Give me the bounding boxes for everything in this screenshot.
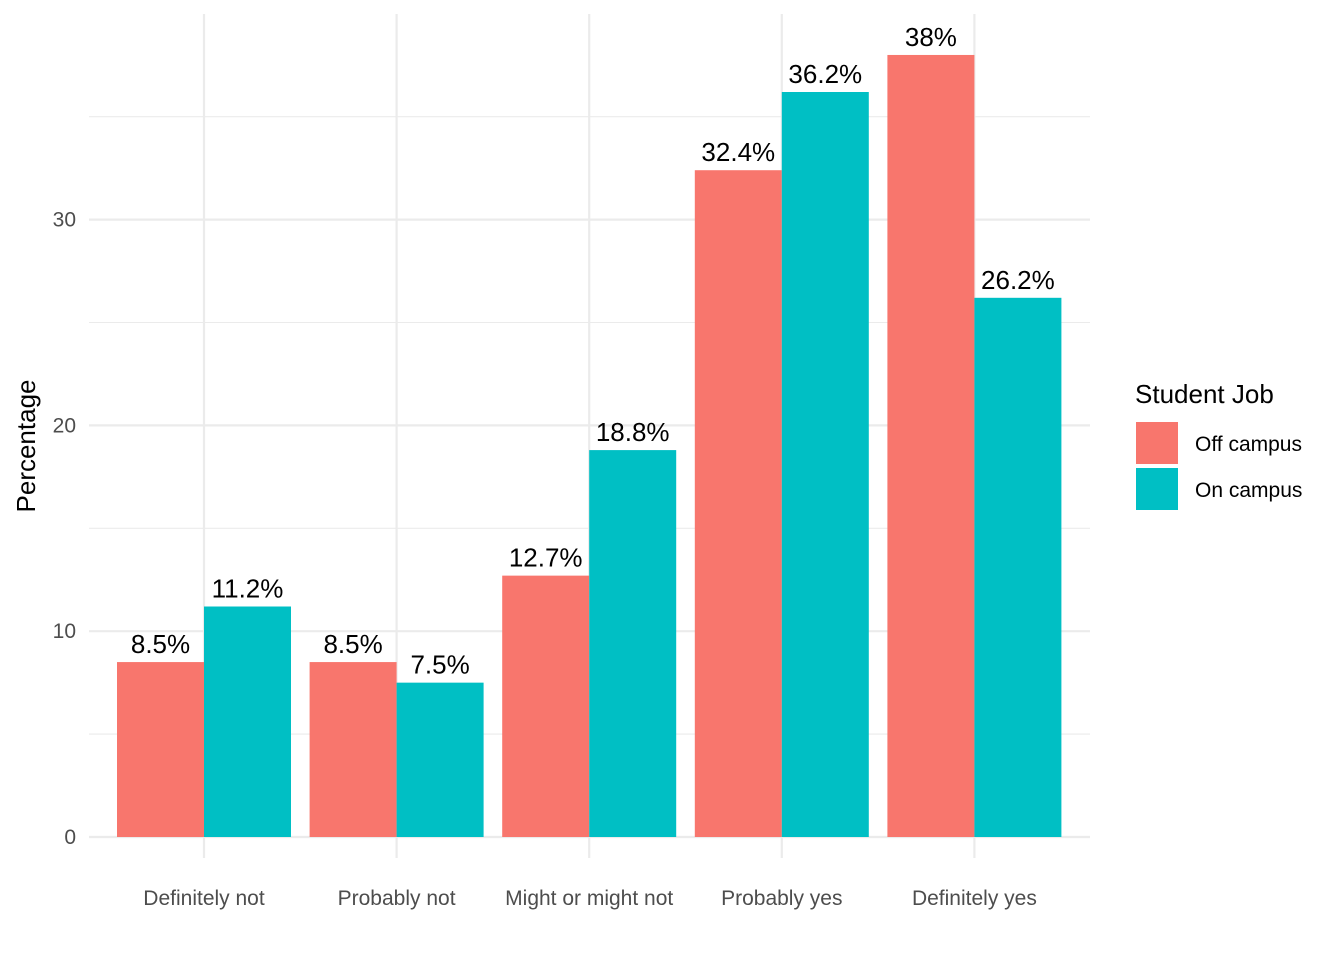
bar-off-campus[interactable] (309, 662, 397, 837)
data-label: 8.5% (131, 629, 190, 659)
legend[interactable]: Student Job Off campus On campus (1135, 379, 1302, 510)
bar-on-campus[interactable] (589, 450, 677, 837)
y-axis-title: Percentage (11, 380, 41, 513)
x-tick-label: Might or might not (505, 887, 673, 910)
bars (117, 54, 1062, 838)
data-label: 32.4% (701, 137, 775, 167)
data-label: 8.5% (323, 629, 382, 659)
data-label: 26.2% (981, 265, 1055, 295)
data-label: 12.7% (509, 543, 583, 573)
bar-on-campus[interactable] (204, 606, 291, 837)
data-label: 11.2% (212, 574, 284, 604)
y-tick-label: 10 (53, 620, 76, 643)
bar-off-campus[interactable] (694, 170, 782, 837)
y-axis: 0 10 20 30 (53, 209, 76, 849)
data-labels: 8.5% 8.5% 12.7% 32.4% 38% 11.2% 7.5% 18.8% 36.2%… (131, 22, 1055, 680)
y-tick-label: 20 (53, 414, 76, 437)
legend-title: Student Job (1135, 379, 1274, 409)
x-tick-label: Definitely not (143, 887, 265, 910)
bar-on-campus[interactable] (781, 92, 869, 837)
legend-key-off-campus (1136, 422, 1178, 464)
bar-off-campus[interactable] (502, 575, 590, 837)
x-tick-label: Probably yes (721, 887, 842, 910)
x-axis: Definitely not Probably not Might or might… (143, 887, 1037, 910)
y-tick-label: 30 (53, 209, 76, 232)
bar-on-campus[interactable] (974, 297, 1062, 838)
data-label: 18.8% (596, 417, 670, 447)
y-tick-label: 0 (64, 826, 76, 849)
legend-key-on-campus (1136, 468, 1178, 510)
x-tick-label: Probably not (338, 887, 456, 910)
bar-off-campus[interactable] (117, 662, 204, 837)
bar-off-campus[interactable] (887, 54, 975, 837)
data-label: 38% (905, 22, 957, 52)
legend-items: Off campus On campus (1136, 422, 1302, 510)
data-label: 7.5% (410, 650, 469, 680)
bar-on-campus[interactable] (396, 682, 484, 837)
data-label: 36.2% (788, 59, 862, 89)
legend-label: On campus (1195, 479, 1302, 502)
x-tick-label: Definitely yes (912, 887, 1037, 910)
legend-label: Off campus (1195, 433, 1302, 456)
